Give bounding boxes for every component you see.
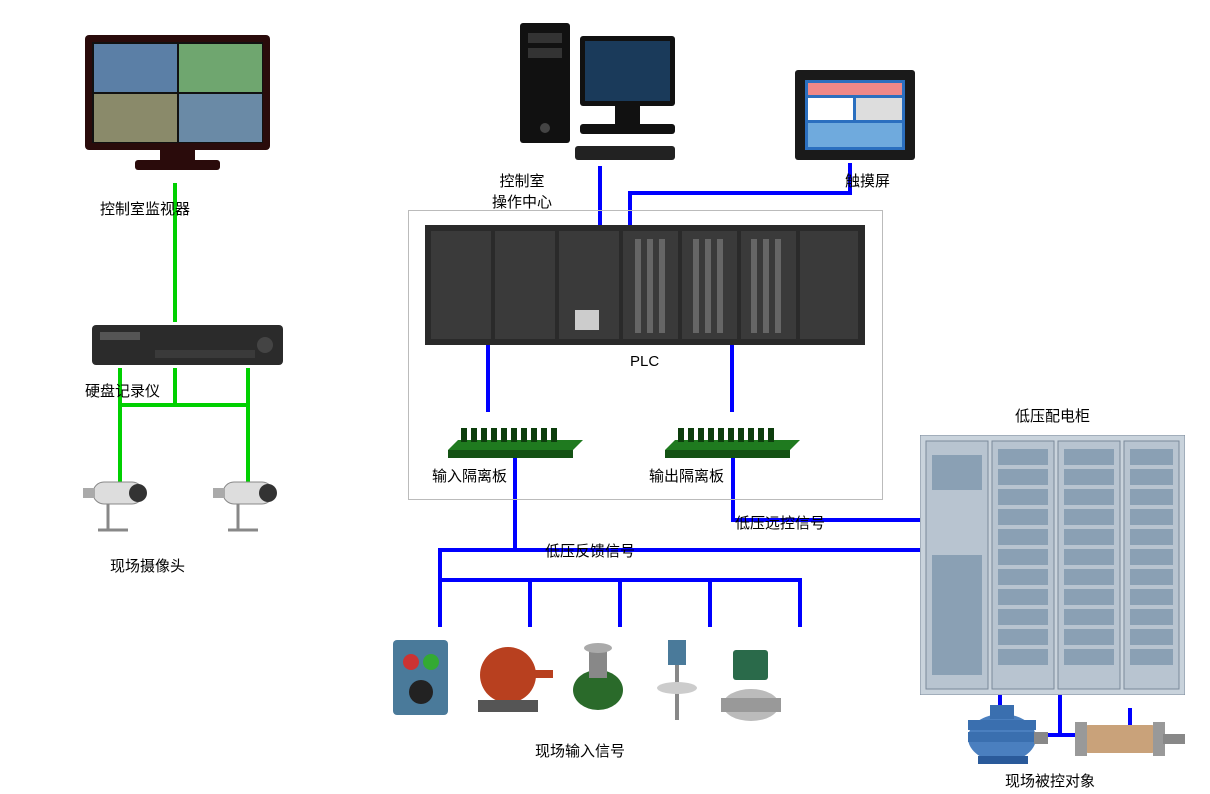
monitor-icon [80, 30, 275, 180]
camera2-icon [208, 470, 288, 540]
ops-center-label: 控制室 操作中心 [492, 170, 552, 212]
camera1-icon [78, 470, 158, 540]
dvr-icon [90, 320, 285, 370]
monitor-label: 控制室监视器 [100, 198, 190, 219]
lv-remote-label: 低压远控信号 [735, 512, 825, 533]
motor-icon [960, 700, 1050, 765]
touchscreen-icon [790, 65, 920, 165]
field-controlled-label: 现场被控对象 [1005, 770, 1095, 791]
field-devices-icon [383, 620, 803, 735]
input-terminal-icon [443, 410, 583, 460]
pc-icon [510, 18, 680, 168]
plc-unit-icon [425, 225, 865, 345]
lv-cabinet-label: 低压配电柜 [1015, 405, 1090, 426]
cameras-label: 现场摄像头 [110, 555, 185, 576]
cylinder-icon [1075, 710, 1185, 765]
field-input-label: 现场输入信号 [535, 740, 625, 761]
output-terminal-icon [660, 410, 800, 460]
lv-cabinet-icon [920, 435, 1185, 695]
touchscreen-label: 触摸屏 [845, 170, 890, 191]
lv-feedback-label: 低压反馈信号 [545, 540, 635, 561]
plc-label: PLC [630, 353, 659, 370]
input-terminal-label: 输入隔离板 [432, 465, 507, 486]
dvr-label: 硬盘记录仪 [85, 380, 160, 401]
output-terminal-label: 输出隔离板 [649, 465, 724, 486]
